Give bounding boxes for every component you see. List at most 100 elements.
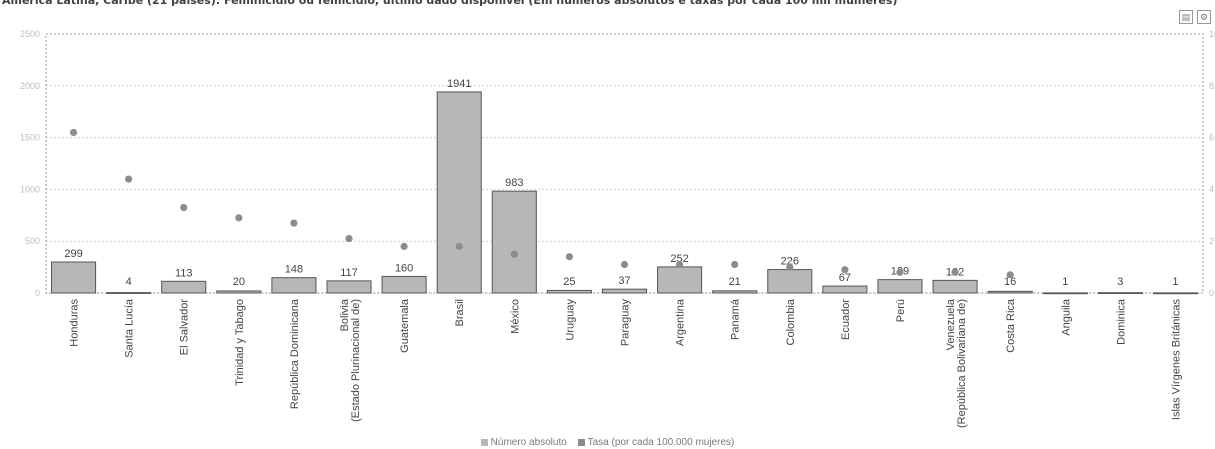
bar bbox=[877, 279, 923, 294]
bar bbox=[601, 288, 648, 294]
rate-point bbox=[400, 242, 408, 250]
y-tick-label: 1000 bbox=[20, 184, 40, 194]
bar-value-label: 160 bbox=[395, 262, 413, 274]
rate-point bbox=[896, 268, 904, 276]
y-tick-label: 1500 bbox=[20, 133, 40, 143]
rate-point bbox=[180, 203, 188, 212]
x-tick-label: Guatemala bbox=[399, 298, 411, 353]
legend-swatch-absolute bbox=[480, 439, 488, 446]
rate-point bbox=[841, 266, 849, 274]
bar-value-label: 1 bbox=[1172, 276, 1178, 288]
x-tick-label: Santa Lucía bbox=[124, 298, 136, 358]
legend-item-rate[interactable]: Tasa (por cada 100.000 mujeres) bbox=[577, 437, 735, 448]
bar-value-label: 4 bbox=[126, 276, 132, 288]
x-tick-label: Ecuador bbox=[840, 299, 852, 340]
bar-value-label: 117 bbox=[340, 267, 358, 279]
x-tick-label: Dominica bbox=[1115, 298, 1127, 345]
rate-point bbox=[290, 219, 298, 227]
bar bbox=[1152, 292, 1198, 295]
bar-value-label: 25 bbox=[563, 276, 575, 288]
bar-value-label: 20 bbox=[233, 276, 245, 288]
bar-value-label: 148 bbox=[285, 264, 303, 276]
chart-title: América Latina, Caribe (21 países): Femi… bbox=[2, 0, 898, 7]
x-tick-label: Costa Rica bbox=[1005, 298, 1017, 353]
bar bbox=[1097, 292, 1143, 294]
x-tick-label: República Dominicana bbox=[289, 298, 301, 409]
rate-point bbox=[125, 175, 133, 183]
bar bbox=[712, 290, 758, 294]
bar bbox=[106, 292, 152, 294]
x-tick-label: Brasil bbox=[454, 299, 466, 327]
y-tick-label: 2500 bbox=[20, 29, 40, 39]
rate-point bbox=[951, 268, 959, 276]
x-tick-label: Uruguay bbox=[564, 299, 576, 341]
bar-value-label: 1941 bbox=[447, 78, 471, 90]
bar-value-label: 16 bbox=[1004, 276, 1016, 288]
x-tick-label: Bolivia(Estado Plurinacional de) bbox=[339, 298, 362, 422]
legend-label-absolute: Número absoluto bbox=[490, 437, 567, 448]
bar bbox=[216, 290, 262, 294]
bar bbox=[546, 289, 592, 294]
bar bbox=[932, 279, 978, 294]
y-tick-label: 500 bbox=[25, 236, 40, 246]
rate-point bbox=[345, 235, 353, 243]
rate-point bbox=[675, 260, 684, 269]
rate-point bbox=[510, 250, 518, 258]
y2-tick-label: 0 bbox=[1209, 288, 1214, 298]
bar bbox=[767, 269, 813, 294]
legend-item-absolute[interactable]: Número absoluto bbox=[480, 437, 567, 448]
y2-tick-label: 2 bbox=[1209, 236, 1214, 246]
bar bbox=[436, 91, 482, 294]
x-tick-label: Argentina bbox=[675, 298, 687, 346]
bar-value-label: 299 bbox=[64, 248, 82, 260]
legend-swatch-rate bbox=[577, 439, 585, 446]
bar-value-label: 1 bbox=[1062, 276, 1068, 288]
chart-legend: Número absoluto Tasa (por cada 100.000 m… bbox=[0, 437, 1215, 449]
y2-tick-label: 6 bbox=[1209, 133, 1214, 143]
x-tick-label: México bbox=[509, 299, 521, 334]
rate-point bbox=[1006, 271, 1014, 279]
y-tick-label: 0 bbox=[35, 288, 40, 298]
bar bbox=[271, 277, 317, 294]
rate-point bbox=[69, 128, 78, 137]
bar-value-label: 983 bbox=[505, 177, 523, 189]
x-tick-label: Honduras bbox=[69, 299, 81, 347]
x-tick-label: Colombia bbox=[785, 298, 797, 345]
bar bbox=[987, 290, 1033, 294]
rate-point bbox=[565, 253, 574, 261]
y2-tick-label: 8 bbox=[1209, 81, 1214, 91]
bar bbox=[326, 280, 372, 294]
document-icon[interactable]: ▤ bbox=[1179, 10, 1193, 24]
x-tick-label: El Salvador bbox=[179, 299, 191, 356]
bar-value-label: 21 bbox=[729, 276, 741, 288]
bar bbox=[381, 275, 427, 294]
x-tick-label: Trinidad y Tabago bbox=[234, 299, 246, 386]
bar bbox=[822, 285, 868, 294]
bar-value-label: 252 bbox=[670, 253, 688, 265]
bar bbox=[51, 261, 97, 294]
bar bbox=[1042, 292, 1088, 295]
x-tick-label: Paraguay bbox=[620, 299, 632, 347]
bar-value-label: 3 bbox=[1117, 276, 1123, 288]
x-tick-label: Anguila bbox=[1060, 298, 1072, 336]
bar bbox=[491, 190, 537, 294]
chart-toolbar: ▤ ⚙ bbox=[1179, 10, 1211, 24]
rate-point bbox=[455, 242, 463, 250]
rate-point bbox=[786, 263, 794, 271]
x-tick-label: Perú bbox=[895, 299, 907, 322]
y2-tick-label: 10 bbox=[1209, 29, 1215, 39]
rate-point bbox=[235, 214, 243, 222]
y2-tick-label: 4 bbox=[1209, 184, 1214, 194]
x-tick-label: Islas Vírgenes Británicas bbox=[1170, 299, 1182, 421]
plot-frame bbox=[45, 33, 1204, 294]
rate-point bbox=[620, 260, 629, 269]
rate-point bbox=[731, 260, 739, 269]
bar bbox=[161, 280, 207, 294]
bar-value-label: 37 bbox=[618, 275, 630, 287]
legend-label-rate: Tasa (por cada 100.000 mujeres) bbox=[587, 437, 735, 448]
gear-icon[interactable]: ⚙ bbox=[1197, 10, 1211, 24]
x-tick-label: Panamá bbox=[730, 298, 742, 340]
bar-value-label: 113 bbox=[175, 267, 193, 279]
bar-value-label: 67 bbox=[839, 272, 851, 284]
